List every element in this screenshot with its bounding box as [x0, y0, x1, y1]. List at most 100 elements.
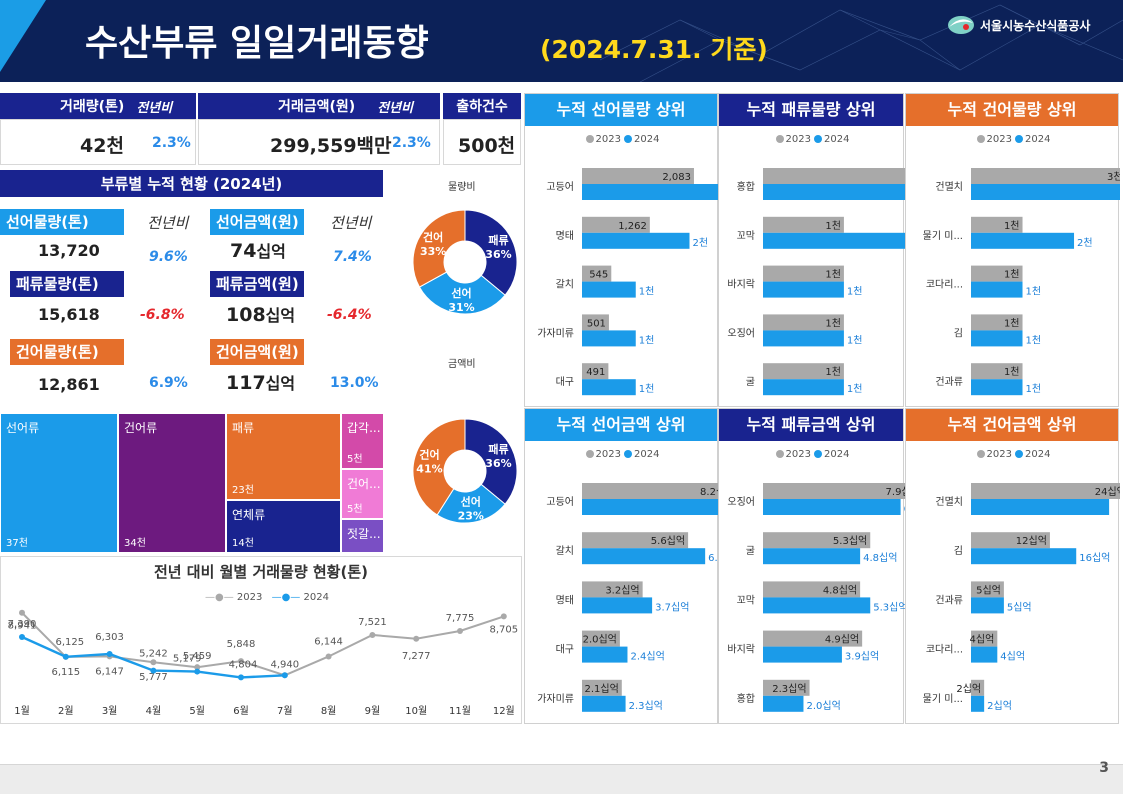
series-point-2024[interactable]: [150, 667, 157, 674]
month-tick: 4월: [146, 705, 162, 717]
series-point-2023[interactable]: [150, 659, 157, 666]
bar-2023[interactable]: [763, 363, 844, 380]
bar-2023[interactable]: [763, 532, 871, 549]
bar-2024[interactable]: [763, 379, 844, 396]
bar-2023[interactable]: [582, 265, 612, 282]
donut-slice-0[interactable]: [464, 209, 518, 296]
series-point-2024[interactable]: [281, 672, 288, 679]
series-point-2024[interactable]: [106, 650, 113, 657]
donut-slice-0[interactable]: [464, 418, 518, 505]
bar-2024[interactable]: [971, 330, 1023, 347]
bar-2023[interactable]: [582, 630, 620, 647]
bar-2023[interactable]: [971, 532, 1050, 549]
bar-2024[interactable]: [582, 597, 653, 614]
bar-2024[interactable]: [971, 379, 1023, 396]
bar-2024[interactable]: [971, 281, 1023, 298]
treemap-tile-name: 패류: [232, 421, 255, 435]
category-label: 코다리...: [926, 279, 963, 291]
donut-slice-1[interactable]: [436, 483, 506, 524]
bar-2024[interactable]: [763, 646, 842, 663]
bar-2023[interactable]: [582, 363, 609, 380]
bar-2023[interactable]: [971, 265, 1023, 282]
bar-2023[interactable]: [582, 581, 643, 598]
series-point-2023[interactable]: [19, 609, 25, 616]
bar-2024[interactable]: [971, 184, 1120, 200]
bar-2024[interactable]: [582, 695, 626, 712]
bar-2024[interactable]: [582, 184, 719, 200]
series-point-2023[interactable]: [238, 658, 244, 665]
series-point-2023[interactable]: [413, 635, 420, 642]
series-point-2023[interactable]: [325, 653, 332, 660]
bar-2023[interactable]: [971, 679, 985, 696]
bar-2024[interactable]: [582, 330, 636, 347]
bar-2023[interactable]: [763, 679, 810, 696]
donut-slice-2[interactable]: [412, 418, 466, 516]
series-point-2023[interactable]: [194, 664, 201, 671]
bar-2024[interactable]: [971, 695, 985, 712]
bar-2024[interactable]: [763, 695, 804, 712]
category-label: 건멸치: [935, 181, 963, 193]
bar-2024[interactable]: [582, 232, 690, 249]
treemap-tile-shellfish[interactable]: 패류 23천: [226, 413, 341, 500]
bar-2023[interactable]: [582, 216, 650, 233]
bar-2023[interactable]: [582, 679, 622, 696]
treemap-tile-mollusk[interactable]: 연체류 14천: [226, 500, 341, 553]
donut-slice-2[interactable]: [412, 209, 466, 288]
bar-2024[interactable]: [971, 548, 1077, 565]
bar-2023[interactable]: [971, 216, 1023, 233]
series-point-2024[interactable]: [62, 653, 69, 660]
bar-2023[interactable]: [763, 216, 844, 233]
treemap-tile-fresh[interactable]: 선어류 37천: [0, 413, 118, 553]
bar-2024[interactable]: [763, 597, 871, 614]
bar-2023[interactable]: [763, 168, 905, 184]
series-point-2024[interactable]: [238, 674, 244, 681]
series-point-2024[interactable]: [194, 668, 201, 675]
bar-2023[interactable]: [582, 483, 719, 499]
bar-2023[interactable]: [971, 483, 1120, 499]
bar-2023[interactable]: [971, 363, 1023, 380]
legend-2023-label: 2023: [595, 449, 621, 460]
bar-2023[interactable]: [763, 265, 844, 282]
treemap-tile-crustacean[interactable]: 갑각... 5천: [341, 413, 384, 469]
fresh-volume-pct: 9.6%: [149, 249, 188, 265]
treemap-tile-salted[interactable]: 젓갈...: [341, 519, 384, 553]
ranking-panel-title: 누적 패류금액 상위: [719, 409, 903, 441]
bar-2023[interactable]: [971, 314, 1023, 331]
bar-2024[interactable]: [763, 232, 905, 249]
bar-2023[interactable]: [582, 532, 689, 549]
bar-2023-label: 1천: [1004, 220, 1020, 232]
series-point-2023[interactable]: [457, 627, 463, 634]
donut-volume-title: 물량비: [448, 182, 476, 193]
series-point-2023[interactable]: [369, 631, 376, 638]
bar-2023[interactable]: [971, 168, 1120, 184]
bar-2023[interactable]: [763, 630, 863, 647]
treemap-tile-dried[interactable]: 건어류 34천: [118, 413, 226, 553]
bar-2024-label: 5십억: [1007, 601, 1032, 613]
bar-2023[interactable]: [582, 168, 694, 184]
bar-2023[interactable]: [971, 630, 998, 647]
bar-2023[interactable]: [582, 314, 609, 331]
bar-2024[interactable]: [763, 548, 861, 565]
treemap-tile-dried-other[interactable]: 건어... 5천: [341, 469, 384, 519]
bar-2023[interactable]: [971, 581, 1004, 598]
series-point-2023[interactable]: [500, 613, 507, 620]
bar-2024[interactable]: [763, 499, 901, 515]
bar-2024[interactable]: [582, 548, 706, 565]
bar-2024[interactable]: [582, 281, 636, 298]
bar-2024[interactable]: [763, 184, 905, 200]
bar-2024[interactable]: [582, 379, 636, 396]
series-point-2024[interactable]: [19, 633, 25, 640]
bar-2023[interactable]: [763, 581, 861, 598]
bar-2024[interactable]: [971, 499, 1110, 515]
bar-2024[interactable]: [763, 330, 844, 347]
bar-2024[interactable]: [582, 646, 628, 663]
bar-2024[interactable]: [971, 232, 1075, 249]
bar-2023[interactable]: [763, 483, 905, 499]
bar-2023[interactable]: [763, 314, 844, 331]
bar-2024[interactable]: [763, 281, 844, 298]
bar-2024[interactable]: [582, 499, 719, 515]
bar-2024[interactable]: [971, 597, 1004, 614]
donut-slice-1[interactable]: [418, 271, 506, 315]
bar-2024[interactable]: [971, 646, 998, 663]
